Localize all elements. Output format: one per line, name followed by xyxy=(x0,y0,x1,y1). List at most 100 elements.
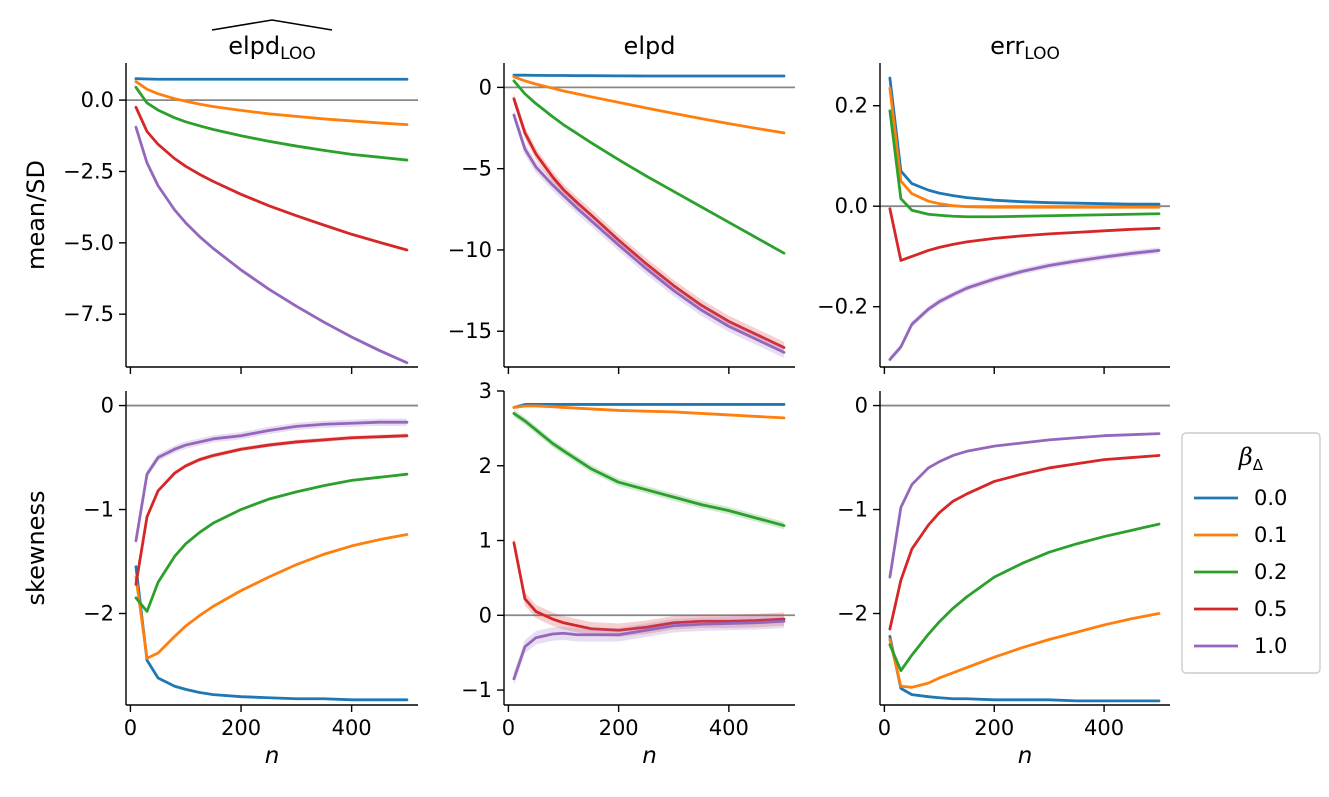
series-line-0.1 xyxy=(888,86,1161,209)
series-line-1.0 xyxy=(888,249,1161,361)
x-tick-label: 200 xyxy=(599,716,639,740)
x-axis-label: n xyxy=(265,743,280,769)
series-band-0.5 xyxy=(135,106,407,251)
legend-label: 0.5 xyxy=(1254,597,1287,621)
legend: βΔ 0.0 0.1 0.2 0.5 1.0 xyxy=(1181,432,1321,674)
y-tick-label: −2 xyxy=(837,602,868,626)
series-line-0.5 xyxy=(134,105,409,252)
legend-entry: 1.0 xyxy=(1194,634,1287,658)
y-tick-label: −5 xyxy=(461,157,492,181)
legend-entry: 0.1 xyxy=(1194,523,1287,547)
series-line-0.2 xyxy=(888,109,1161,219)
legend-entry: 0.5 xyxy=(1194,597,1287,621)
panel-5: 3 2 1 0 −1 0 200 400 n xyxy=(461,379,795,769)
y-tick-label: −10 xyxy=(448,238,492,262)
series-line-0.0 xyxy=(888,76,1161,206)
y-tick-label: −0.2 xyxy=(817,295,868,319)
series-band-1.0 xyxy=(889,247,1160,363)
legend-label: 1.0 xyxy=(1254,634,1287,658)
x-axis-label: n xyxy=(642,743,657,769)
series-line-0.5 xyxy=(134,434,409,586)
series-line-0.1 xyxy=(888,612,1161,689)
series-line-0.2 xyxy=(134,85,409,162)
y-tick-label: −1 xyxy=(461,678,492,702)
legend-entry: 0.2 xyxy=(1194,560,1287,584)
y-tick-label: 2 xyxy=(479,454,492,478)
y-tick-label: 0 xyxy=(479,75,492,99)
panel-4: 0 −1 −2 0 200 400 n xyxy=(83,391,418,769)
legend-label: 0.0 xyxy=(1254,486,1287,510)
series-band-0.5 xyxy=(513,536,784,637)
panels: 0.0−2.5−5.0−7.5elpdLOO0−5−10−15elpd0.20.… xyxy=(63,19,1170,769)
series-line-0.2 xyxy=(512,79,786,255)
y-tick-label: 1 xyxy=(479,529,492,553)
y-tick-label: −1 xyxy=(837,498,868,522)
panel-3: 0.2 0.0 −0.2 errLOO xyxy=(817,32,1170,374)
series-line-1.0 xyxy=(512,113,786,354)
series-band-1.0 xyxy=(513,109,784,359)
x-tick-label: 200 xyxy=(974,716,1014,740)
y-tick-label: 0.2 xyxy=(835,94,868,118)
y-tick-label: −15 xyxy=(448,319,492,343)
x-tick-label: 200 xyxy=(221,716,261,740)
x-tick-label: 400 xyxy=(709,716,749,740)
series-line-0.1 xyxy=(134,80,409,127)
row-label: skewness xyxy=(22,491,50,606)
x-tick-label: 0 xyxy=(124,716,137,740)
legend-title: βΔ xyxy=(1238,443,1264,474)
legend-label: 0.1 xyxy=(1254,523,1287,547)
series-line-0.0 xyxy=(512,403,786,409)
x-axis-label: n xyxy=(1018,743,1033,769)
series-line-0.2 xyxy=(512,412,786,527)
series-line-0.2 xyxy=(888,522,1161,673)
row-label: mean/SD xyxy=(22,160,50,270)
y-tick-label: −2 xyxy=(83,602,114,626)
series-line-0.5 xyxy=(888,207,1161,262)
series-line-0.0 xyxy=(512,73,786,78)
y-tick-label: −2.5 xyxy=(63,159,114,183)
series-band-0.5 xyxy=(513,93,784,354)
x-tick-label: 0 xyxy=(878,716,891,740)
series-line-1.0 xyxy=(888,432,1161,579)
series-line-0.5 xyxy=(888,454,1161,631)
y-tick-label: −1 xyxy=(83,498,114,522)
column-title: elpd xyxy=(624,32,676,60)
series-line-0.0 xyxy=(134,565,409,702)
x-tick-label: 400 xyxy=(332,716,372,740)
panel-2: 0 −5 −10 −15 elpd xyxy=(448,32,795,374)
series-line-0.1 xyxy=(512,404,786,420)
series-line-1.0 xyxy=(134,125,409,365)
legend-box xyxy=(1181,432,1321,674)
series-line-1.0 xyxy=(134,420,409,543)
column-title: errLOO xyxy=(990,32,1060,64)
series-line-0.0 xyxy=(888,634,1161,703)
x-tick-label: 400 xyxy=(1084,716,1124,740)
y-tick-label: −7.5 xyxy=(63,302,114,326)
series-line-0.1 xyxy=(134,533,409,660)
y-tick-label: −5.0 xyxy=(63,231,114,255)
y-tick-label: 0 xyxy=(479,603,492,627)
y-tick-label: 0.0 xyxy=(835,194,868,218)
panel-6: 0 −1 −2 0 200 400 n xyxy=(837,391,1170,769)
panel-1: 0.0 −2.5 −5.0 −7.5 elpdLOO xyxy=(63,19,418,374)
series-line-0.5 xyxy=(512,541,786,632)
legend-entry: 0.0 xyxy=(1194,486,1287,510)
y-tick-label: 0 xyxy=(101,394,114,418)
labels: mean/SD skewness xyxy=(22,160,50,605)
series-band-1.0 xyxy=(513,614,784,686)
x-tick-label: 0 xyxy=(502,716,515,740)
y-tick-label: 0 xyxy=(855,394,868,418)
series-line-0.2 xyxy=(134,472,409,613)
y-tick-label: 3 xyxy=(479,379,492,403)
series-band-0.2 xyxy=(513,409,784,530)
title-hat-accent xyxy=(211,19,333,31)
series-band-0.5 xyxy=(135,433,407,587)
series-line-0.1 xyxy=(512,75,786,135)
series-line-0.5 xyxy=(512,97,786,349)
column-title: elpdLOO xyxy=(228,32,316,64)
series-line-0.0 xyxy=(134,77,409,81)
series-line-1.0 xyxy=(512,619,786,681)
legend-label: 0.2 xyxy=(1254,560,1287,584)
y-tick-label: 0.0 xyxy=(81,88,114,112)
